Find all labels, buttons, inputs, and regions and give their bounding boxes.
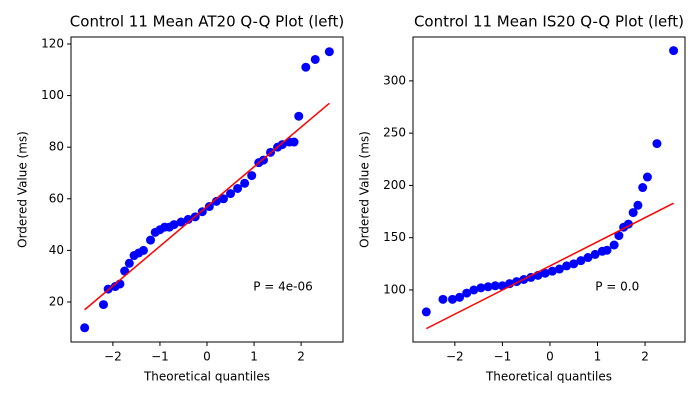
point: [324, 47, 334, 57]
chart-title: Control 11 Mean AT20 Q-Q Plot (left): [70, 13, 344, 31]
point: [218, 194, 228, 204]
point: [124, 258, 134, 268]
plot-frame: [70, 36, 344, 343]
x-axis-label: Theoretical quantiles: [485, 370, 612, 384]
x-tick-label: 2: [641, 350, 649, 364]
annotation: P = 4e-06: [253, 280, 313, 294]
point: [301, 62, 311, 72]
y-axis-label: Ordered Value (ms): [358, 131, 372, 248]
point: [628, 208, 638, 218]
x-tick-label: 2: [297, 350, 305, 364]
x-tick-label: 0: [546, 350, 554, 364]
point: [614, 231, 624, 241]
y-tick-label: 300: [383, 73, 406, 87]
point: [583, 253, 593, 263]
point: [240, 178, 250, 188]
point: [602, 245, 612, 255]
y-tick-label: 80: [49, 140, 64, 154]
point: [294, 111, 304, 121]
fit-line: [84, 102, 330, 311]
point: [638, 183, 648, 193]
point: [204, 202, 214, 212]
point: [590, 249, 600, 259]
y-tick-label: 60: [49, 191, 64, 205]
y-tick-label: 150: [383, 230, 406, 244]
point: [462, 288, 472, 298]
x-axis-label: Theoretical quantiles: [143, 370, 270, 384]
y-tick-label: 120: [41, 36, 64, 50]
point: [490, 281, 500, 291]
x-tick-label: −1: [494, 350, 512, 364]
point: [609, 240, 619, 250]
point: [576, 256, 586, 266]
point: [642, 172, 652, 182]
point: [138, 245, 148, 255]
x-tick-label: 0: [203, 350, 211, 364]
chart-title: Control 11 Mean IS20 Q-Q Plot (left): [414, 13, 684, 31]
point: [211, 196, 221, 206]
point: [183, 214, 193, 224]
point: [98, 300, 108, 310]
point: [438, 294, 448, 304]
point: [233, 183, 243, 193]
point: [469, 285, 479, 295]
point: [310, 54, 320, 64]
point: [652, 139, 662, 149]
point: [633, 200, 643, 210]
point: [540, 268, 550, 278]
y-tick-label: 100: [41, 88, 64, 102]
y-tick-label: 20: [49, 295, 64, 309]
y-tick-label: 200: [383, 178, 406, 192]
point: [483, 282, 493, 292]
point: [455, 292, 465, 302]
point: [554, 264, 564, 274]
point: [146, 235, 156, 245]
plot-frame: [412, 36, 686, 343]
y-tick-label: 40: [49, 243, 64, 257]
x-tick-label: 1: [250, 350, 258, 364]
point: [569, 259, 579, 269]
point: [562, 261, 572, 271]
point: [289, 137, 299, 147]
x-tick-label: −2: [446, 350, 464, 364]
point: [476, 283, 486, 293]
point: [226, 189, 236, 199]
x-tick-label: −2: [104, 350, 122, 364]
x-tick-label: −1: [151, 350, 169, 364]
y-tick-label: 250: [383, 126, 406, 140]
point: [169, 220, 179, 230]
point: [669, 46, 679, 56]
point: [421, 307, 431, 317]
point: [623, 219, 633, 229]
x-tick-label: 1: [594, 350, 602, 364]
point: [80, 323, 90, 333]
annotation: P = 0.0: [595, 280, 639, 294]
fit-line: [425, 202, 674, 330]
point: [247, 171, 257, 181]
point: [277, 140, 287, 150]
y-axis-label: Ordered Value (ms): [16, 131, 30, 248]
point: [497, 281, 507, 291]
point: [176, 217, 186, 227]
y-tick-label: 100: [383, 282, 406, 296]
point: [447, 294, 457, 304]
point: [547, 266, 557, 276]
